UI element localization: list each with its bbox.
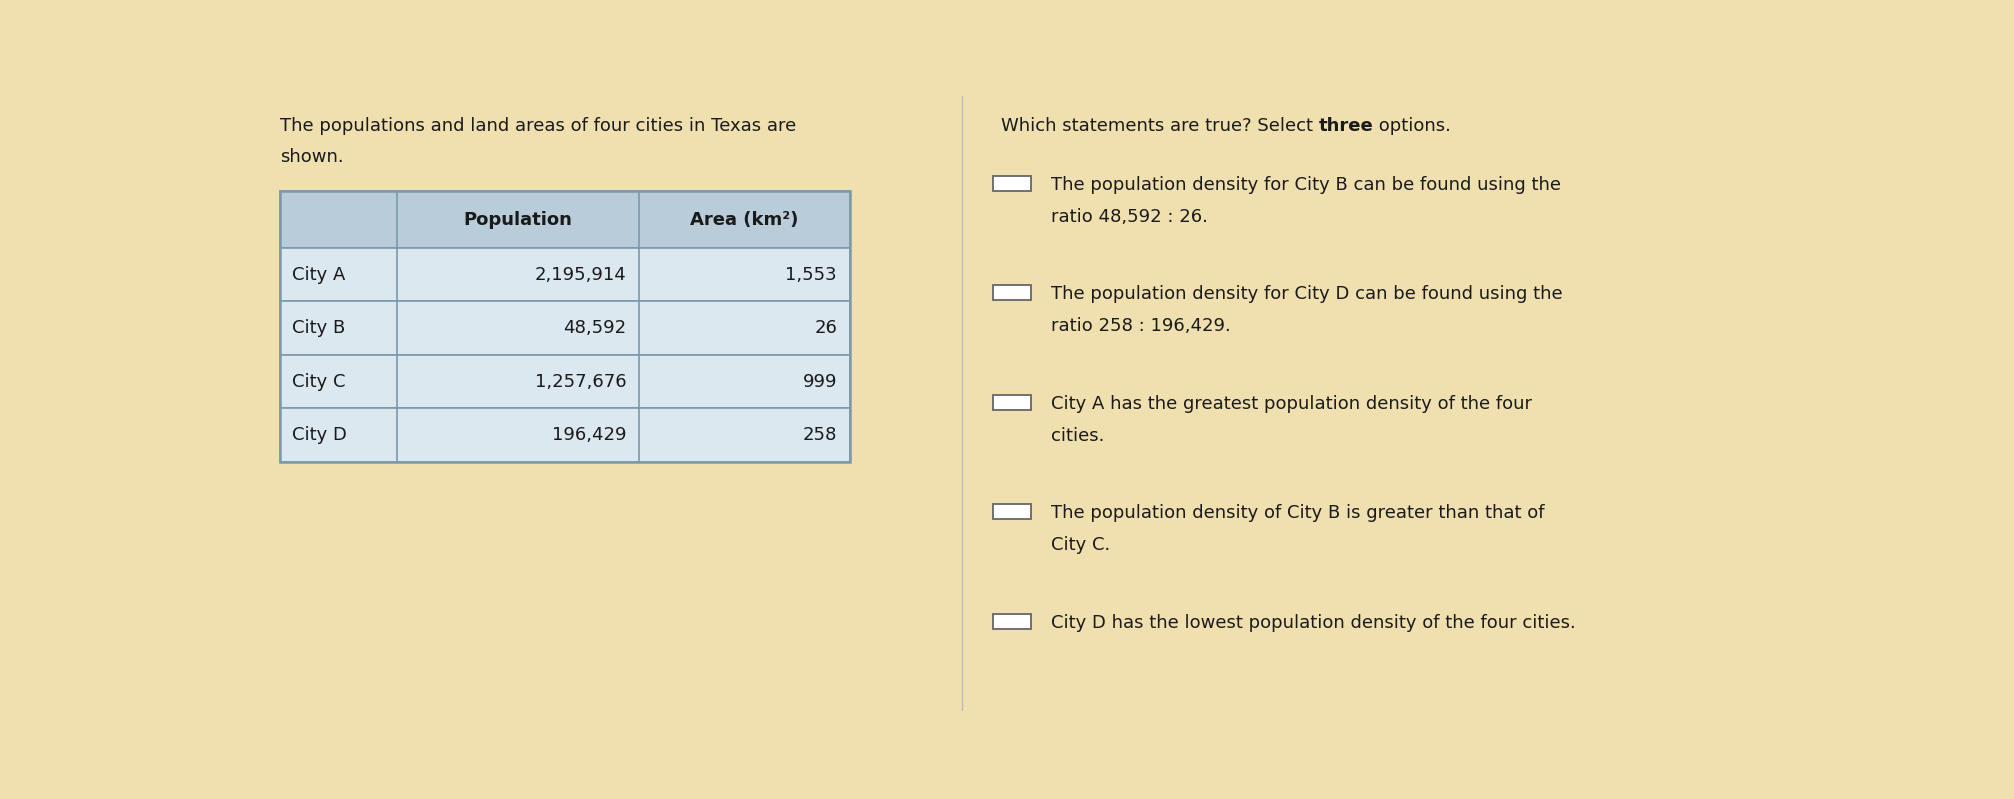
- FancyBboxPatch shape: [993, 285, 1031, 300]
- Text: City C: City C: [292, 372, 346, 391]
- Text: Population: Population: [463, 211, 572, 229]
- Text: cities.: cities.: [1051, 427, 1104, 445]
- FancyBboxPatch shape: [993, 395, 1031, 410]
- FancyBboxPatch shape: [280, 355, 850, 408]
- FancyBboxPatch shape: [993, 176, 1031, 191]
- Text: 196,429: 196,429: [552, 426, 626, 444]
- Text: City D: City D: [292, 426, 346, 444]
- Text: 999: 999: [802, 372, 838, 391]
- Text: ratio 258 : 196,429.: ratio 258 : 196,429.: [1051, 317, 1231, 336]
- Text: Area (km²): Area (km²): [691, 211, 798, 229]
- Text: The population density of City B is greater than that of: The population density of City B is grea…: [1051, 504, 1545, 523]
- Text: The population density for City B can be found using the: The population density for City B can be…: [1051, 176, 1561, 194]
- Text: 48,592: 48,592: [564, 319, 626, 337]
- FancyBboxPatch shape: [993, 614, 1031, 629]
- Text: City A has the greatest population density of the four: City A has the greatest population densi…: [1051, 395, 1533, 413]
- Text: City D has the lowest population density of the four cities.: City D has the lowest population density…: [1051, 614, 1575, 632]
- Text: shown.: shown.: [280, 148, 344, 166]
- Text: 1,553: 1,553: [785, 265, 838, 284]
- Text: City C.: City C.: [1051, 536, 1110, 555]
- Text: options.: options.: [1374, 117, 1452, 135]
- Text: three: three: [1319, 117, 1374, 135]
- FancyBboxPatch shape: [280, 301, 850, 355]
- Text: ratio 48,592 : 26.: ratio 48,592 : 26.: [1051, 208, 1208, 226]
- Text: City B: City B: [292, 319, 346, 337]
- Text: 1,257,676: 1,257,676: [536, 372, 626, 391]
- Text: The populations and land areas of four cities in Texas are: The populations and land areas of four c…: [280, 117, 796, 135]
- FancyBboxPatch shape: [280, 408, 850, 462]
- Text: The population density for City D can be found using the: The population density for City D can be…: [1051, 285, 1563, 304]
- Text: 258: 258: [804, 426, 838, 444]
- Text: Which statements are true? Select: Which statements are true? Select: [1001, 117, 1319, 135]
- FancyBboxPatch shape: [280, 248, 850, 301]
- Text: City A: City A: [292, 265, 346, 284]
- Text: 2,195,914: 2,195,914: [534, 265, 626, 284]
- FancyBboxPatch shape: [280, 191, 850, 248]
- FancyBboxPatch shape: [993, 504, 1031, 519]
- Text: 26: 26: [814, 319, 838, 337]
